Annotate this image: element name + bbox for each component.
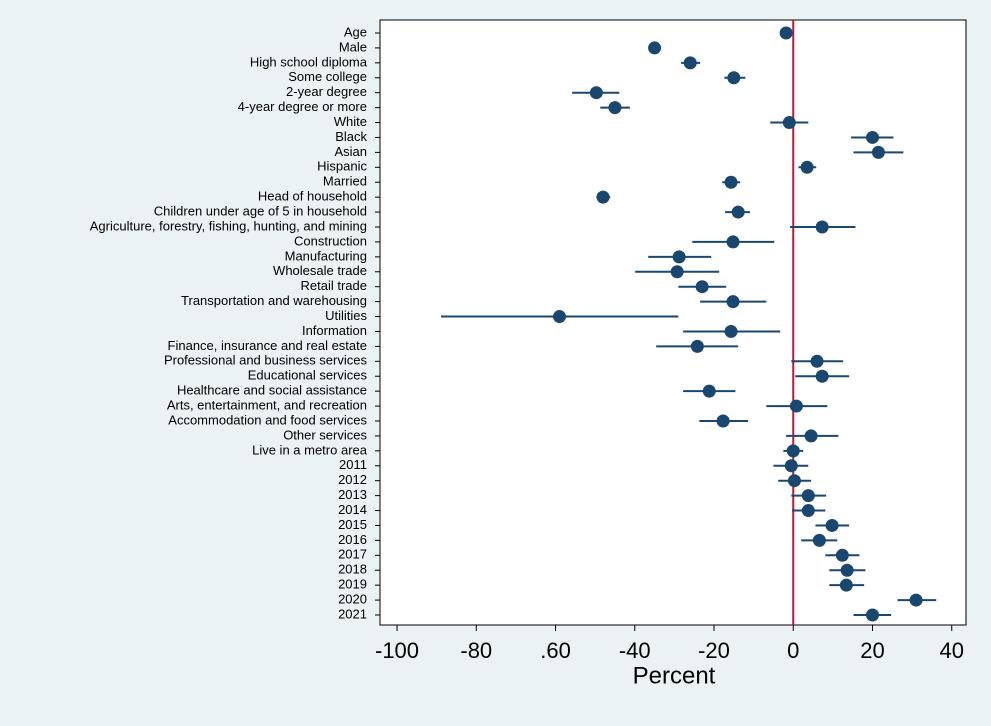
point [608,101,622,115]
point [731,205,745,219]
point [909,593,923,607]
y-tick-label: 2012 [338,472,367,487]
y-tick-label: White [334,114,367,129]
y-tick-label: Live in a metro area [252,442,368,457]
y-tick-label: Wholesale trade [273,263,367,278]
y-tick-label: 2021 [338,606,367,621]
y-tick-label: Construction [294,233,367,248]
y-tick-label: 4-year degree or more [238,99,367,114]
point [589,86,603,100]
point [786,444,800,458]
y-tick-label: Head of household [258,189,367,204]
point [835,548,849,562]
y-tick-label: Healthcare and social assistance [177,383,367,398]
point [724,175,738,189]
x-tick-label: -20 [698,638,730,663]
point [789,399,803,413]
point [840,563,854,577]
point [801,504,815,518]
y-tick-label: Manufacturing [285,248,367,263]
point [670,265,684,279]
x-tick-label: -100 [375,638,419,663]
y-tick-label: Professional and business services [164,353,368,368]
point [648,41,662,55]
y-tick-label: Transportation and warehousing [181,293,367,308]
y-tick-label: 2016 [338,532,367,547]
point [871,145,885,159]
y-tick-label: Educational services [248,368,368,383]
y-tick-label: High school diploma [250,54,368,69]
point [695,280,709,294]
y-tick-label: Agriculture, forestry, fishing, hunting,… [90,218,367,233]
point [787,474,801,488]
x-tick-label: -80 [460,638,492,663]
point [804,429,818,443]
point [672,250,686,264]
y-tick-label: 2011 [339,457,367,472]
point [683,56,697,70]
y-tick-label: Asian [334,144,367,159]
y-tick-label: Children under age of 5 in household [154,204,367,219]
point [865,608,879,622]
x-tick-label: 20 [860,638,884,663]
x-tick-label: .60 [540,638,571,663]
y-tick-label: Finance, insurance and real estate [168,338,367,353]
point [782,116,796,130]
y-tick-label: Some college [288,69,367,84]
point [815,369,829,383]
y-tick-label: 2018 [338,562,367,577]
y-tick-label: Hispanic [317,159,367,174]
y-tick-label: 2019 [338,577,367,592]
y-tick-label: Retail trade [301,278,367,293]
point [810,354,824,368]
y-tick-label: Utilities [325,308,367,323]
point [552,310,566,324]
y-tick-label: Age [344,24,367,39]
point [690,339,704,353]
y-tick-label: 2013 [338,487,367,502]
point [812,533,826,547]
y-tick-label: 2015 [338,517,367,532]
y-tick-label: Accommodation and food services [168,412,367,427]
point [784,459,798,473]
y-tick-label: 2020 [338,592,367,607]
point [779,26,793,40]
y-tick-label: Black [335,129,367,144]
y-tick-label: Arts, entertainment, and recreation [167,398,367,413]
point [839,578,853,592]
point [596,190,610,204]
y-tick-label: Married [323,174,367,189]
point [800,160,814,174]
y-tick-label: Other services [283,427,367,442]
point [815,220,829,234]
point [726,295,740,309]
y-tick-label: Information [302,323,367,338]
x-tick-label: 40 [939,638,963,663]
x-tick-label: -40 [619,638,651,663]
point [726,235,740,249]
point [825,518,839,532]
x-axis-label: Percent [633,662,716,689]
y-tick-label: 2017 [338,547,367,562]
x-tick-label: 0 [787,638,799,663]
point [716,414,730,428]
plot-area [379,19,967,626]
y-tick-label: 2-year degree [286,84,367,99]
y-tick-label: Male [339,39,367,54]
point [702,384,716,398]
point [865,130,879,144]
point [801,489,815,503]
point [724,324,738,338]
y-tick-label: 2014 [338,502,367,517]
point [727,71,741,85]
